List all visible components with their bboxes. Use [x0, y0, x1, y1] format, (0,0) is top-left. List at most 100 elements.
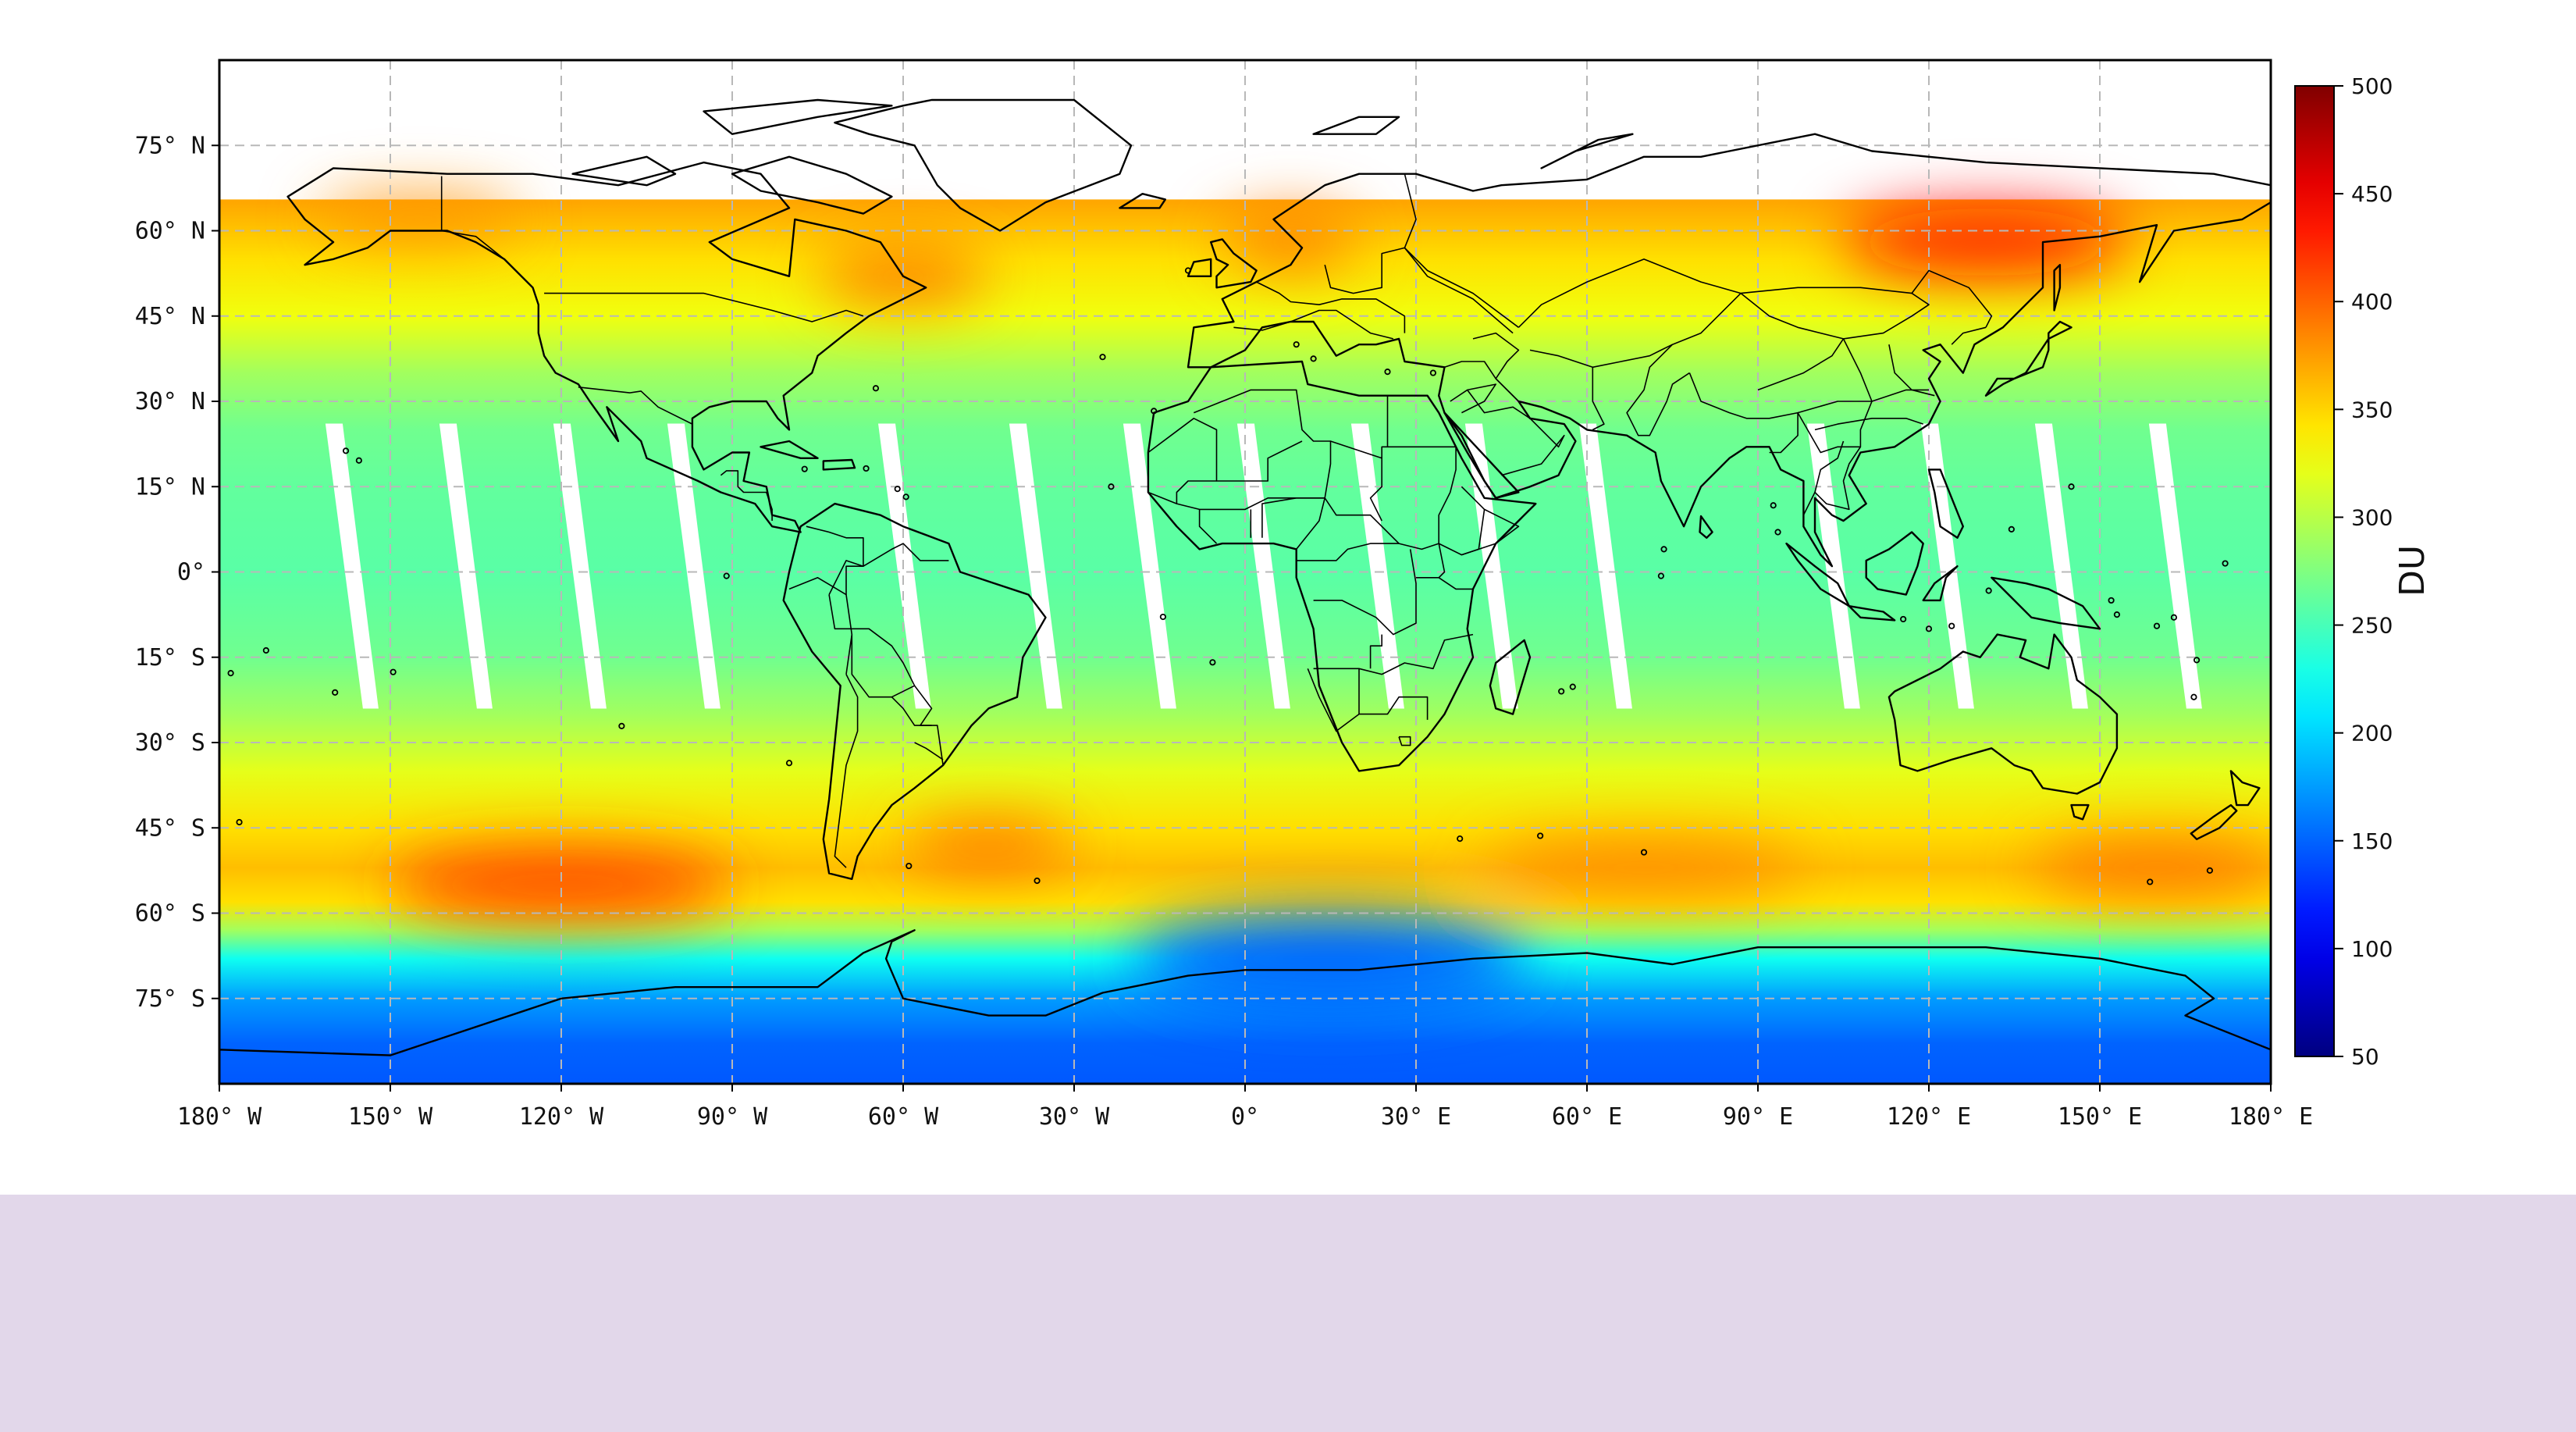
coast-cuba	[760, 440, 819, 459]
island-19	[1151, 408, 1158, 415]
swath-gap-1	[325, 423, 379, 709]
lat-tick-label: 15° S	[135, 644, 205, 671]
lon-tick-label: 150° E	[2058, 1103, 2142, 1131]
border-africa-nigeria	[1261, 497, 1325, 550]
country-borders	[440, 173, 1993, 868]
island-43	[2113, 611, 2120, 618]
border-europe-1	[1256, 281, 1406, 333]
border-se-asia	[1797, 412, 1862, 511]
coast-north-america	[286, 161, 927, 533]
swath-gap-11	[1578, 423, 1632, 709]
island-27	[618, 722, 625, 729]
island-2	[355, 457, 362, 464]
island-13	[2008, 525, 2015, 533]
island-8	[2153, 622, 2161, 629]
border-china-internal-3	[1757, 338, 1845, 391]
coast-uk	[1209, 238, 1258, 289]
island-25	[863, 465, 870, 472]
coast-new-guinea	[1991, 576, 2101, 630]
coast-java	[1848, 605, 1896, 622]
swath-gap-3	[553, 423, 607, 709]
lon-tick-label: 30° E	[1381, 1103, 1451, 1131]
colorbar-tick-label: 300	[2351, 504, 2393, 530]
swath-gap-12	[1806, 423, 1860, 709]
island-37	[1770, 502, 1777, 509]
lat-tick-label: 30° S	[135, 729, 205, 757]
border-africa-lesotho	[1398, 736, 1411, 746]
border-alaska-canada	[440, 176, 505, 260]
border-arabia-internal	[1467, 389, 1565, 476]
colorbar-tick-label: 350	[2351, 397, 2393, 422]
border-europe-3	[1233, 309, 1393, 340]
border-arabia-internal-2	[1450, 383, 1496, 414]
colorbar-ticks: 50 100 150 200 250 300 350 400 450 500	[2334, 73, 2393, 1070]
island-33	[1457, 835, 1464, 842]
ozone-anomaly-8	[2031, 839, 2271, 896]
border-africa-east-2	[1438, 543, 1446, 579]
lon-tick-label: 180° E	[2229, 1103, 2313, 1131]
lon-tick-label: 90° W	[697, 1103, 768, 1131]
swath-gap-5	[878, 423, 931, 709]
border-central-asia	[1517, 258, 1993, 328]
island-1	[342, 447, 350, 454]
border-us-canada	[544, 292, 864, 322]
island-51	[1384, 369, 1391, 376]
border-middle-east	[1444, 361, 1519, 402]
lat-tick-label: 60° N	[135, 218, 205, 245]
swath-gap-8	[1236, 423, 1290, 709]
figure-area: 180° W 150° W 120° W 90° W 60° W 30° W 0° 30° E…	[134, 59, 2432, 1131]
colorbar-tick-label: 250	[2351, 613, 2393, 639]
island-15	[1558, 688, 1565, 695]
border-africa-n2	[1147, 417, 1303, 482]
lat-tick-label: 45° S	[135, 814, 205, 842]
coast-hispaniola	[822, 458, 856, 471]
border-afghan-pak-india	[1626, 344, 1690, 436]
ozone-anomaly-1	[1843, 208, 2129, 276]
island-50	[1429, 369, 1437, 376]
island-41	[1948, 622, 1955, 629]
coast-japan	[1984, 320, 2073, 397]
colorbar-tick-label: 150	[2351, 828, 2393, 854]
border-africa-sahel-2	[1369, 458, 1382, 522]
island-45	[2206, 867, 2213, 874]
island-39	[1900, 615, 1907, 623]
coast-baffin	[731, 155, 893, 215]
island-4	[332, 689, 339, 696]
island-31	[1640, 849, 1648, 856]
border-europe-2	[1324, 247, 1514, 334]
lon-tick-label: 90° E	[1723, 1103, 1793, 1131]
island-30	[1034, 877, 1041, 885]
island-36	[1657, 572, 1664, 579]
latitude-axis: 75° N 60° N 45° N 30° N 15° N 0° 15° S 30° S 45°…	[135, 132, 219, 1013]
swath-gap-14	[2034, 423, 2088, 709]
ozone-anomaly-3	[1222, 213, 1359, 271]
island-46	[236, 818, 243, 826]
island-49	[1293, 341, 1300, 348]
colorbar-tick-label: 400	[2351, 289, 2393, 315]
lat-tick-label: 60° S	[135, 900, 205, 928]
coastlines	[219, 98, 2271, 1084]
border-africa-sahel-3	[1324, 441, 1332, 498]
coast-victoria-island	[571, 155, 677, 187]
border-sa-andes	[834, 674, 859, 868]
island-5	[262, 647, 269, 654]
colorbar-tick-label: 50	[2351, 1044, 2379, 1070]
ozone-anomaly-7	[1484, 839, 1804, 896]
swath-gap-4	[667, 423, 720, 709]
border-sa-uruguay	[914, 742, 944, 761]
colorbar-tick-label: 200	[2351, 721, 2393, 746]
colorbar-title: DU	[2393, 545, 2432, 597]
lon-tick-label: 120° E	[1887, 1103, 1971, 1131]
colorbar: 50 100 150 200 250 300 350 400 450 500 DU	[2294, 73, 2432, 1070]
island-47	[1184, 267, 1192, 274]
border-korea	[1951, 326, 1987, 345]
coast-sulawesi	[1922, 565, 1959, 602]
island-22	[902, 493, 909, 500]
border-sa-colombia	[806, 525, 864, 595]
colorbar-tick-label: 100	[2351, 936, 2393, 962]
lon-tick-label: 60° E	[1552, 1103, 1622, 1131]
lat-tick-label: 30° N	[135, 388, 205, 415]
border-sa-arg-par	[891, 696, 932, 726]
coast-australia	[1888, 633, 2119, 795]
lon-tick-label: 60° W	[868, 1103, 939, 1131]
